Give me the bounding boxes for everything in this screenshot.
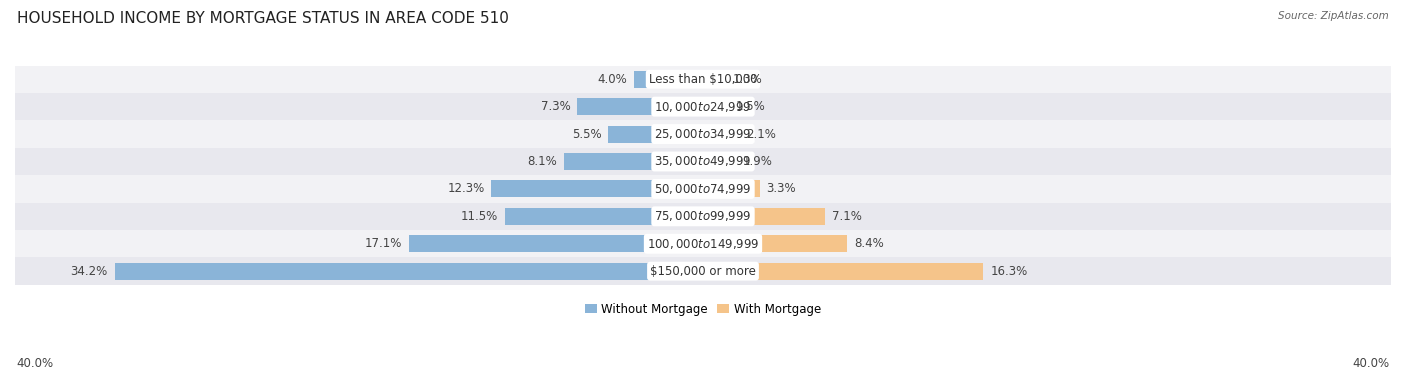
Bar bbox=[564, 153, 703, 170]
Bar bbox=[15, 203, 1391, 230]
Bar bbox=[492, 180, 703, 197]
Text: 34.2%: 34.2% bbox=[70, 265, 108, 278]
Text: 1.5%: 1.5% bbox=[735, 100, 765, 113]
Text: HOUSEHOLD INCOME BY MORTGAGE STATUS IN AREA CODE 510: HOUSEHOLD INCOME BY MORTGAGE STATUS IN A… bbox=[17, 11, 509, 26]
Text: 7.3%: 7.3% bbox=[541, 100, 571, 113]
Text: 2.1%: 2.1% bbox=[747, 127, 776, 141]
Text: $50,000 to $74,999: $50,000 to $74,999 bbox=[654, 182, 752, 196]
Bar bbox=[703, 180, 759, 197]
Text: 8.4%: 8.4% bbox=[855, 237, 884, 250]
Text: 7.1%: 7.1% bbox=[832, 210, 862, 223]
Bar bbox=[578, 98, 703, 115]
Bar bbox=[115, 263, 703, 280]
Text: $75,000 to $99,999: $75,000 to $99,999 bbox=[654, 209, 752, 223]
Text: 12.3%: 12.3% bbox=[447, 183, 485, 195]
Bar bbox=[703, 71, 725, 88]
Text: 5.5%: 5.5% bbox=[572, 127, 602, 141]
Bar bbox=[703, 153, 735, 170]
Text: $35,000 to $49,999: $35,000 to $49,999 bbox=[654, 155, 752, 169]
Text: Source: ZipAtlas.com: Source: ZipAtlas.com bbox=[1278, 11, 1389, 21]
Bar bbox=[703, 208, 825, 225]
Text: 16.3%: 16.3% bbox=[990, 265, 1028, 278]
Bar bbox=[15, 257, 1391, 285]
Bar bbox=[703, 98, 728, 115]
Bar bbox=[634, 71, 703, 88]
Legend: Without Mortgage, With Mortgage: Without Mortgage, With Mortgage bbox=[581, 298, 825, 320]
Text: 11.5%: 11.5% bbox=[461, 210, 498, 223]
Bar bbox=[703, 125, 740, 143]
Text: $100,000 to $149,999: $100,000 to $149,999 bbox=[647, 237, 759, 251]
Bar bbox=[15, 93, 1391, 120]
Bar bbox=[703, 263, 983, 280]
Text: 1.9%: 1.9% bbox=[742, 155, 772, 168]
Text: $10,000 to $24,999: $10,000 to $24,999 bbox=[654, 100, 752, 114]
Text: $150,000 or more: $150,000 or more bbox=[650, 265, 756, 278]
Text: 4.0%: 4.0% bbox=[598, 73, 627, 86]
Bar bbox=[15, 120, 1391, 148]
Bar bbox=[15, 148, 1391, 175]
Bar bbox=[15, 230, 1391, 257]
Text: Less than $10,000: Less than $10,000 bbox=[648, 73, 758, 86]
Bar bbox=[703, 235, 848, 252]
Text: 17.1%: 17.1% bbox=[364, 237, 402, 250]
Text: 8.1%: 8.1% bbox=[527, 155, 557, 168]
Bar bbox=[15, 65, 1391, 93]
Text: 40.0%: 40.0% bbox=[1353, 358, 1389, 370]
Text: 40.0%: 40.0% bbox=[17, 358, 53, 370]
Text: $25,000 to $34,999: $25,000 to $34,999 bbox=[654, 127, 752, 141]
Bar bbox=[15, 175, 1391, 203]
Text: 3.3%: 3.3% bbox=[766, 183, 796, 195]
Text: 1.3%: 1.3% bbox=[733, 73, 762, 86]
Bar bbox=[609, 125, 703, 143]
Bar bbox=[409, 235, 703, 252]
Bar bbox=[505, 208, 703, 225]
